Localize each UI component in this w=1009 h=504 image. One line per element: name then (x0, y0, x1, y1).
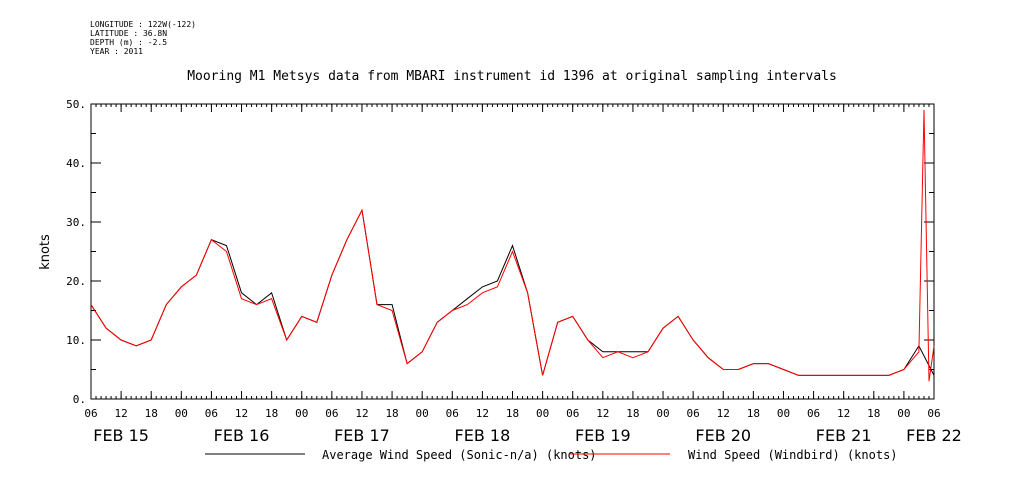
day-label: FEB 19 (575, 426, 631, 445)
y-tick-label: 0. (73, 393, 86, 406)
y-tick-label: 30. (66, 216, 86, 229)
day-label: FEB 17 (334, 426, 390, 445)
x-tick-label: 06 (687, 407, 700, 420)
chart-title: Mooring M1 Metsys data from MBARI instru… (187, 69, 837, 84)
year-text: YEAR : 2011 (90, 47, 143, 56)
series-line-sonic (90, 208, 935, 376)
x-tick-label: 00 (175, 407, 188, 420)
day-labels: FEB 15 FEB 16 FEB 17 FEB 18 FEB 19 FEB 20 FEB … (93, 426, 962, 445)
x-tick-label: 00 (897, 407, 910, 420)
day-label: FEB 21 (816, 426, 872, 445)
x-tick-label: 18 (867, 407, 880, 420)
day-label: FEB 22 (906, 426, 962, 445)
y-tick-label: 20. (66, 275, 86, 288)
x-tick-label: 00 (295, 407, 308, 420)
x-tick-label: 12 (476, 407, 489, 420)
x-tick-label: 18 (626, 407, 639, 420)
x-tick-label: 00 (656, 407, 669, 420)
day-label: FEB 15 (93, 426, 149, 445)
x-tick-label: 12 (596, 407, 609, 420)
x-tick-label: 00 (416, 407, 429, 420)
x-tick-label: 06 (325, 407, 338, 420)
x-tick-label: 18 (265, 407, 278, 420)
x-tick-label: 18 (747, 407, 760, 420)
day-label: FEB 16 (214, 426, 270, 445)
latitude-text: LATITUDE : 36.8N (90, 29, 168, 38)
x-tick-label: 06 (927, 407, 940, 420)
legend-label-windbird: Wind Speed (Windbird) (knots) (688, 448, 898, 462)
y-tick-label: 40. (66, 157, 86, 170)
x-tick-label: 18 (506, 407, 519, 420)
y-tick-label: 50. (66, 98, 86, 111)
x-tick-label: 06 (446, 407, 459, 420)
y-tick-label: 10. (66, 334, 86, 347)
legend-label-sonic: Average Wind Speed (Sonic-n/a) (knots) (322, 448, 597, 462)
x-tick-label: 18 (385, 407, 398, 420)
x-tick-label: 00 (777, 407, 790, 420)
x-tick-label: 06 (807, 407, 820, 420)
day-label: FEB 18 (455, 426, 511, 445)
x-tick-label: 12 (717, 407, 730, 420)
x-tick-label: 12 (114, 407, 127, 420)
axis-ticks (90, 103, 935, 400)
x-tick-label: 12 (355, 407, 368, 420)
x-tick-label: 06 (84, 407, 97, 420)
x-tick-label: 06 (205, 407, 218, 420)
x-tick-label: 12 (235, 407, 248, 420)
series-group (90, 109, 935, 382)
longitude-text: LONGITUDE : 122W(-122) (90, 20, 196, 29)
x-tick-label: 18 (145, 407, 158, 420)
x-tick-labels: 06 12 18 00 06 12 18 00 06 12 18 00 06 12 18 00 06 12 18 00… (84, 407, 940, 420)
y-axis-label: knots (38, 234, 53, 270)
depth-text: DEPTH (m) : -2.5 (90, 38, 168, 47)
x-tick-label: 06 (566, 407, 579, 420)
x-tick-label: 00 (536, 407, 549, 420)
x-tick-label: 12 (837, 407, 850, 420)
metadata-block: LONGITUDE : 122W(-122) LATITUDE : 36.8N … (90, 20, 196, 56)
day-label: FEB 20 (695, 426, 751, 445)
series-line-windbird (90, 109, 935, 382)
legend: Average Wind Speed (Sonic-n/a) (knots) W… (205, 448, 898, 462)
y-tick-labels: 0. 10. 20. 30. 40. 50. (66, 98, 86, 406)
